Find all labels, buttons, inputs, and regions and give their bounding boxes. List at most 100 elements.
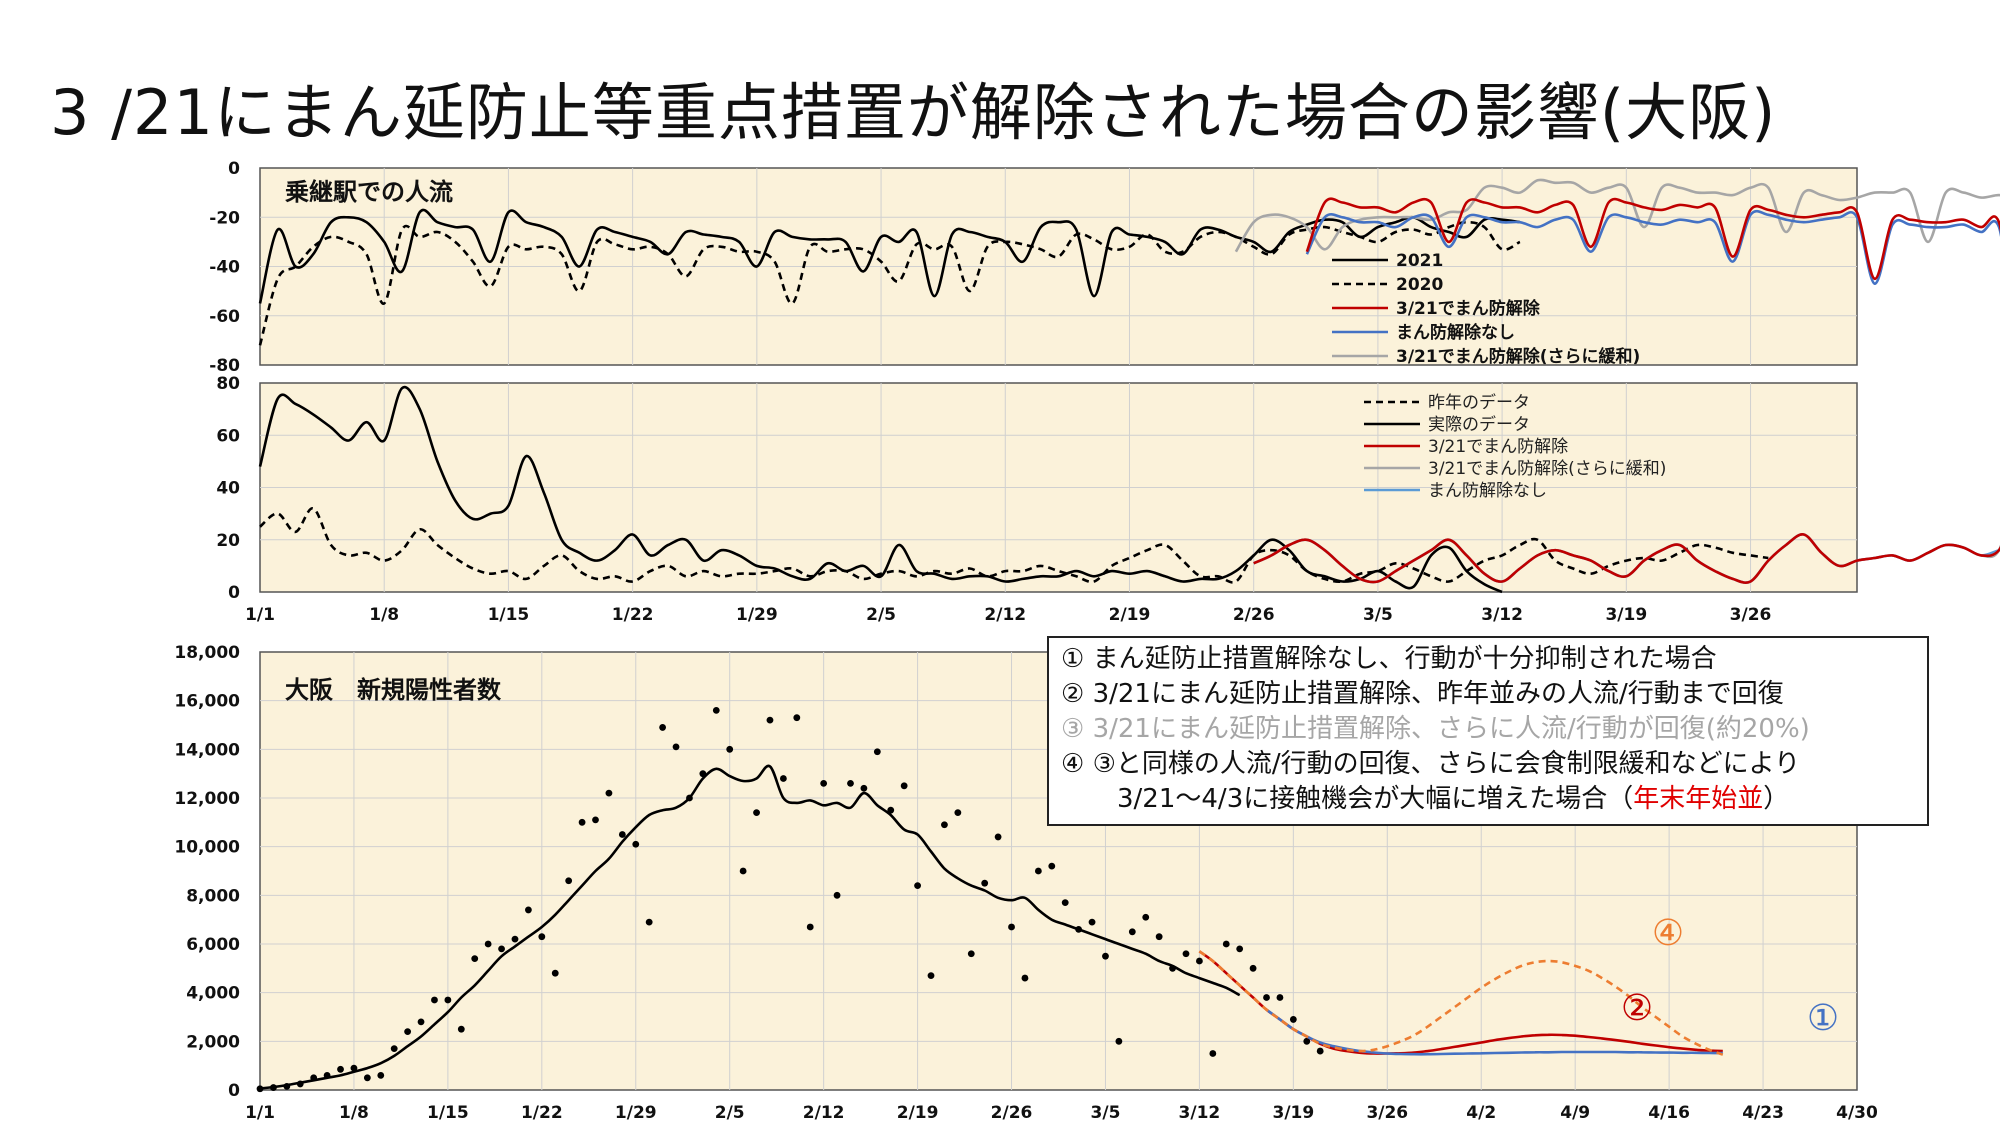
scatter-point — [981, 879, 989, 887]
y-tick-label: -80 — [209, 356, 240, 376]
panel-cases-series — [259, 764, 1724, 1090]
scatter-point — [887, 806, 895, 814]
scatter-point — [753, 809, 760, 816]
y-tick-label: 6,000 — [186, 935, 240, 955]
scatter-point — [793, 714, 801, 722]
page-title: 3 /21にまん延防止等重点措置が解除された場合の影響(大阪) — [50, 76, 1777, 149]
series-line — [258, 208, 1521, 304]
y-tick-label: 40 — [216, 479, 240, 499]
scatter-point — [967, 950, 975, 958]
scatter-point — [672, 743, 680, 751]
series-line — [258, 385, 1503, 594]
scatter-point — [873, 748, 881, 756]
legend-label: 実際のデータ — [1428, 414, 1530, 435]
panel-cases-y-ticks: 18,000 16,000 14,000 12,000 10,000 8,000 6,000… — [174, 643, 240, 1101]
scatter-point — [484, 940, 492, 948]
panel-mobility: 0 -20 -40 -60 -80 乗継駅での人流 2021 2020 3/21でまん防解除… — [209, 159, 2000, 376]
scatter-point — [712, 707, 720, 714]
scatter-point — [390, 1045, 398, 1053]
legend-label: 2020 — [1396, 275, 1443, 295]
series-line — [1198, 950, 1724, 1056]
legend-label: 3/21でまん防解除 — [1396, 298, 1541, 319]
y-tick-label: 20 — [216, 531, 240, 551]
scatter-point — [1316, 1047, 1324, 1055]
x-tick-label: 1/8 — [339, 1103, 369, 1123]
series-line — [258, 220, 1521, 346]
panel-infection-grid — [260, 383, 1857, 592]
scenario-4: ④ ③と同様の人流/行動の回復、さらに会食制限緩和などにより — [1061, 749, 1801, 779]
scenario-4-highlight: 年末年始並 — [1633, 784, 1764, 814]
scenario-3: ③ 3/21にまん延防止措置解除、さらに人流/行動が回復(約20%) — [1061, 714, 1810, 744]
scatter-point — [618, 831, 626, 838]
scenario-marker: ② — [1621, 988, 1653, 1029]
y-tick-label: -40 — [209, 258, 240, 278]
y-tick-label: 2,000 — [186, 1032, 240, 1052]
legend-label: 3/21でまん防解除 — [1428, 437, 1568, 457]
x-tick-label: 4/30 — [1836, 1103, 1878, 1123]
scatter-point — [1115, 1037, 1123, 1045]
panel-infection-x-ticks: 1/1 1/8 1/15 1/22 1/29 2/5 2/12 2/19 2/26 3/5 3/12… — [245, 605, 1771, 625]
scatter-point — [1088, 918, 1096, 926]
x-tick-label: 1/8 — [369, 605, 399, 625]
scatter-point — [726, 745, 734, 753]
scatter-point — [1209, 1050, 1217, 1057]
scatter-point — [404, 1028, 412, 1035]
series-line — [1305, 197, 2000, 281]
y-tick-label: 14,000 — [174, 740, 240, 760]
scatter-point — [806, 923, 814, 931]
scatter-point — [914, 882, 921, 889]
scatter-point — [337, 1065, 344, 1073]
x-tick-label: 1/29 — [615, 1103, 657, 1123]
y-tick-label: 16,000 — [174, 692, 240, 712]
x-tick-label: 3/26 — [1730, 605, 1772, 625]
y-tick-label: 4,000 — [186, 984, 240, 1004]
scenario-1: ① まん延防止措置解除なし、行動が十分抑制された場合 — [1061, 644, 1717, 674]
x-tick-label: 3/26 — [1366, 1103, 1408, 1123]
y-tick-label: 0 — [228, 1081, 240, 1101]
legend-label: まん防解除なし — [1396, 322, 1515, 343]
scenario-2: ② 3/21にまん延防止措置解除、昨年並みの人流/行動まで回復 — [1061, 679, 1784, 709]
series-line — [1253, 533, 2000, 584]
x-tick-label: 4/23 — [1742, 1103, 1784, 1123]
scatter-point — [457, 1025, 465, 1033]
x-tick-label: 4/16 — [1648, 1103, 1690, 1123]
scatter-point — [377, 1072, 385, 1079]
series-line — [1234, 178, 2000, 253]
panel-infection-y-ticks: 80 60 40 20 0 — [216, 374, 240, 603]
x-tick-label: 2/19 — [1109, 605, 1151, 625]
panel-infection-series — [258, 385, 2000, 594]
scatter-point — [927, 972, 935, 980]
scatter-point — [779, 775, 787, 782]
scatter-point — [766, 716, 774, 724]
scatter-point — [860, 784, 868, 792]
scatter-point — [954, 809, 962, 816]
panel-cases-x-ticks: 1/1 1/8 1/15 1/22 1/29 2/5 2/12 2/19 2/26 3/5 3/12… — [245, 1103, 1878, 1123]
scatter-point — [1128, 928, 1136, 936]
scatter-point — [994, 833, 1002, 841]
scatter-point — [538, 933, 546, 941]
x-tick-label: 1/22 — [521, 1103, 563, 1123]
scatter-point — [1196, 957, 1203, 965]
scenario-4-detail: 3/21～4/3に接触機会が大幅に増えた場合（年末年始並） — [1061, 782, 1915, 817]
x-tick-label: 1/22 — [612, 605, 654, 625]
panel-infection-index: 80 60 40 20 0 1/1 1/8 1/15 1/22 1/29 2/5 2/12 2/19 2… — [216, 374, 2000, 625]
x-tick-label: 2/5 — [715, 1103, 745, 1123]
series-line — [259, 764, 1241, 1090]
x-tick-label: 2/26 — [991, 1103, 1033, 1123]
panel-cases-scatter — [256, 707, 1324, 1093]
x-tick-label: 3/12 — [1179, 1103, 1221, 1123]
scatter-point — [1289, 1016, 1297, 1023]
scatter-point — [363, 1074, 371, 1082]
scatter-point — [1263, 994, 1270, 1001]
scatter-point — [511, 935, 519, 943]
y-tick-label: -20 — [209, 208, 240, 228]
scenario-marker: ① — [1807, 998, 1839, 1039]
scatter-point — [471, 955, 479, 962]
scatter-point — [498, 945, 505, 953]
scatter-point — [820, 780, 828, 787]
scatter-point — [739, 867, 747, 875]
legend-label: 3/21でまん防解除(さらに緩和) — [1428, 459, 1666, 479]
legend-label: 2021 — [1396, 251, 1443, 271]
